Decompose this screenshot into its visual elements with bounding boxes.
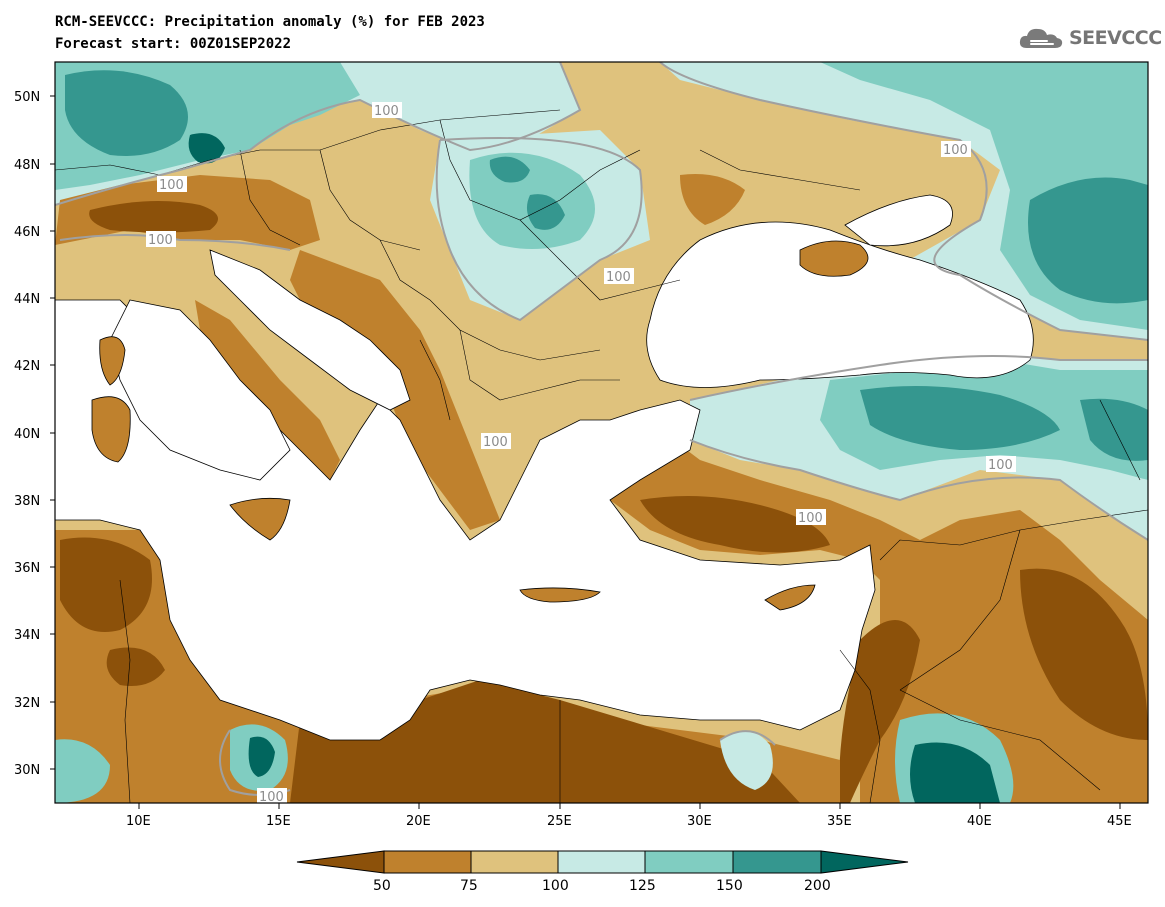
chart-title: RCM-SEEVCCC: Precipitation anomaly (%) f… [55, 14, 485, 30]
colorbar [296, 850, 909, 874]
seevccc-logo: SEEVCCC [1017, 24, 1162, 52]
anomaly-fill-125-egypt [720, 731, 773, 790]
anomaly-fill-200-ne [1028, 177, 1148, 304]
contour-label: 100 [374, 104, 399, 119]
colorbar-labels: 50 75 100 125 150 200 [373, 878, 831, 894]
crete [519, 587, 601, 603]
map-plot-area: 100 100 100 100 100 100 100 100 100 [55, 62, 1148, 805]
forecast-start-label: Forecast start: 00Z01SEP2022 [55, 36, 292, 52]
contour-label: 100 [259, 790, 284, 805]
anomaly-fill-50-libya [290, 680, 800, 803]
adriatic-sea [209, 249, 411, 411]
crimea [799, 240, 869, 277]
anomaly-fill-50-syria [1020, 568, 1148, 740]
contour-label: 100 [159, 178, 184, 193]
lon-tick-label: 10E [126, 814, 151, 829]
lon-tick-label: 30E [687, 814, 712, 829]
anomaly-fill-50-alps [89, 201, 218, 233]
lat-tick-label: 46N [14, 225, 40, 240]
colorbar-label: 50 [373, 878, 391, 894]
lat-tick-label: 40N [14, 427, 40, 442]
anomaly-fill-50-tunisia [60, 537, 165, 686]
colorbar-label: 75 [460, 878, 478, 894]
colorbar-bin [557, 850, 646, 874]
lat-tick-label: 38N [14, 494, 40, 509]
anomaly-fill-50-levant [839, 620, 920, 803]
lat-tick-label: 44N [14, 292, 40, 307]
anomaly-fill-200-arabia [910, 742, 1000, 803]
colorbar-bin [644, 850, 734, 874]
contour-label-group: 100 100 100 100 100 100 100 100 100 [146, 102, 1016, 805]
colorbar-bin [383, 850, 472, 874]
colorbar-extend-low [296, 850, 385, 874]
contour-label: 100 [148, 233, 173, 248]
anomaly-fill-200-libya-west [248, 736, 275, 777]
anomaly-fill-strong-nw [188, 133, 225, 164]
anomaly-fill-75-italy [195, 300, 340, 500]
anomaly-fill-200-hungary [489, 156, 565, 230]
lon-tick-label: 35E [827, 814, 852, 829]
lat-tick-label: 50N [14, 90, 40, 105]
contour-label: 100 [483, 435, 508, 450]
lat-tick-label: 32N [14, 696, 40, 711]
country-borders [55, 109, 1148, 803]
anomaly-fill-200-anatolia [860, 386, 1148, 461]
lat-tick-labels: 50N 48N 46N 44N 42N 40N 38N 36N 34N 32N … [14, 90, 40, 778]
lat-tick-label: 42N [14, 359, 40, 374]
colorbar-extend-high [820, 850, 909, 874]
sea-of-azov [844, 194, 953, 247]
contour-label: 100 [988, 458, 1013, 473]
lat-tick-label: 36N [14, 561, 40, 576]
black-sea [646, 221, 1034, 388]
anomaly-fill-75-ukraine [680, 174, 745, 225]
colorbar-bin [732, 850, 822, 874]
lon-tick-label: 25E [547, 814, 572, 829]
colorbar-label: 150 [716, 878, 743, 894]
lat-tick-label: 48N [14, 158, 40, 173]
contour-100 [55, 62, 1148, 796]
corsica [99, 336, 126, 386]
colorbar-bin [470, 850, 559, 874]
cyprus [764, 584, 816, 611]
cloud-icon [1019, 28, 1063, 48]
contour-label: 100 [606, 270, 631, 285]
colorbar-label: 200 [804, 878, 831, 894]
colorbar-label: 125 [629, 878, 656, 894]
anomaly-fill-50-turkey [640, 496, 830, 553]
lat-tick-label: 30N [14, 763, 40, 778]
lon-tick-label: 40E [967, 814, 992, 829]
logo-text: SEEVCCC [1069, 27, 1162, 49]
lon-tick-label: 45E [1107, 814, 1132, 829]
anomaly-fill-150-sw [55, 739, 110, 803]
tyrrhenian-sea [109, 299, 291, 481]
lat-tick-label: 34N [14, 628, 40, 643]
sicily [229, 497, 291, 541]
contour-label: 100 [943, 143, 968, 158]
sardinia [91, 396, 131, 463]
anomaly-fill-200-nw [65, 70, 188, 156]
contour-label: 100 [798, 511, 823, 526]
lon-tick-labels: 10E 15E 20E 25E 30E 35E 40E 45E [126, 814, 1132, 829]
lon-tick-label: 20E [406, 814, 431, 829]
colorbar-label: 100 [542, 878, 569, 894]
lat-axis [50, 95, 55, 770]
lon-tick-label: 15E [266, 814, 291, 829]
lon-axis [138, 803, 1121, 809]
